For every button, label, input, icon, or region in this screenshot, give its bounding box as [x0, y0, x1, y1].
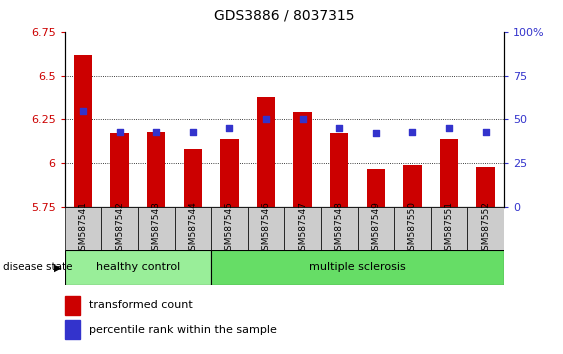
- Bar: [476, 167, 495, 207]
- Text: multiple sclerosis: multiple sclerosis: [309, 262, 406, 272]
- Point: [334, 125, 343, 131]
- Point: [298, 117, 307, 122]
- FancyBboxPatch shape: [467, 207, 504, 250]
- FancyBboxPatch shape: [321, 207, 358, 250]
- Text: ▶: ▶: [55, 262, 62, 272]
- Bar: [147, 132, 166, 207]
- FancyBboxPatch shape: [358, 207, 394, 250]
- Point: [481, 129, 490, 135]
- Text: GSM587552: GSM587552: [481, 201, 490, 256]
- Bar: [184, 149, 202, 207]
- Text: GSM587547: GSM587547: [298, 201, 307, 256]
- Bar: [403, 165, 422, 207]
- Bar: [220, 139, 239, 207]
- Bar: [257, 97, 275, 207]
- FancyBboxPatch shape: [248, 207, 284, 250]
- Bar: [367, 169, 385, 207]
- FancyBboxPatch shape: [138, 207, 175, 250]
- Text: GDS3886 / 8037315: GDS3886 / 8037315: [214, 9, 355, 23]
- Bar: [74, 55, 92, 207]
- Text: GSM587543: GSM587543: [152, 201, 160, 256]
- Bar: [440, 139, 458, 207]
- Text: GSM587548: GSM587548: [335, 201, 343, 256]
- Text: healthy control: healthy control: [96, 262, 180, 272]
- Text: transformed count: transformed count: [89, 301, 193, 310]
- Bar: [293, 113, 312, 207]
- Text: GSM587545: GSM587545: [225, 201, 234, 256]
- FancyBboxPatch shape: [394, 207, 431, 250]
- Point: [152, 129, 161, 135]
- Text: GSM587542: GSM587542: [115, 201, 124, 256]
- Text: GSM587550: GSM587550: [408, 201, 417, 256]
- FancyBboxPatch shape: [65, 250, 211, 285]
- Text: GSM587546: GSM587546: [262, 201, 270, 256]
- FancyBboxPatch shape: [101, 207, 138, 250]
- Text: GSM587551: GSM587551: [445, 201, 453, 256]
- Point: [188, 129, 197, 135]
- Bar: [110, 133, 129, 207]
- FancyBboxPatch shape: [211, 207, 248, 250]
- Text: GSM587549: GSM587549: [372, 201, 380, 256]
- Point: [79, 108, 88, 114]
- Point: [372, 131, 381, 136]
- Text: GSM587541: GSM587541: [79, 201, 87, 256]
- Point: [225, 125, 234, 131]
- Point: [261, 117, 270, 122]
- Text: GSM587544: GSM587544: [189, 201, 197, 256]
- FancyBboxPatch shape: [284, 207, 321, 250]
- Bar: [65, 320, 80, 339]
- Text: disease state: disease state: [3, 262, 72, 272]
- FancyBboxPatch shape: [65, 207, 101, 250]
- Bar: [65, 296, 80, 315]
- Text: percentile rank within the sample: percentile rank within the sample: [89, 325, 277, 335]
- FancyBboxPatch shape: [431, 207, 467, 250]
- Bar: [330, 133, 348, 207]
- FancyBboxPatch shape: [211, 250, 504, 285]
- Point: [115, 129, 124, 135]
- FancyBboxPatch shape: [175, 207, 211, 250]
- Point: [408, 129, 417, 135]
- Point: [445, 125, 454, 131]
